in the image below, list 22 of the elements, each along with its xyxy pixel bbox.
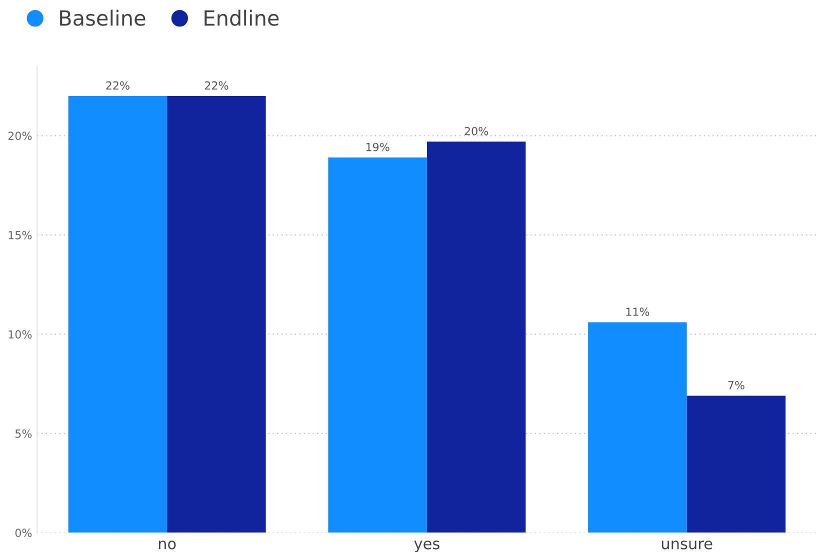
y-tick-label: 5% xyxy=(15,429,32,438)
data-label: 20% xyxy=(464,126,488,136)
bar xyxy=(167,96,266,533)
y-tick-label: 20% xyxy=(8,132,32,140)
bar xyxy=(328,158,427,533)
legend-label: Endline xyxy=(204,10,279,26)
legend-label: Baseline xyxy=(60,10,146,26)
y-tick-label: 15% xyxy=(8,230,32,240)
y-tick-label: 10% xyxy=(8,330,32,339)
x-tick-label: yes xyxy=(414,540,440,552)
x-tick-label: no xyxy=(158,540,176,550)
y-tick-label: 0% xyxy=(15,528,32,538)
bar xyxy=(686,396,786,533)
data-label: 22% xyxy=(106,81,130,90)
data-label: 7% xyxy=(728,381,744,390)
x-tick-label: unsure xyxy=(662,540,712,550)
data-label: 19% xyxy=(366,142,390,152)
bar xyxy=(588,322,687,533)
bar xyxy=(426,142,526,533)
data-label: 11% xyxy=(626,308,650,316)
bar xyxy=(68,96,168,533)
data-label: 22% xyxy=(204,81,228,90)
